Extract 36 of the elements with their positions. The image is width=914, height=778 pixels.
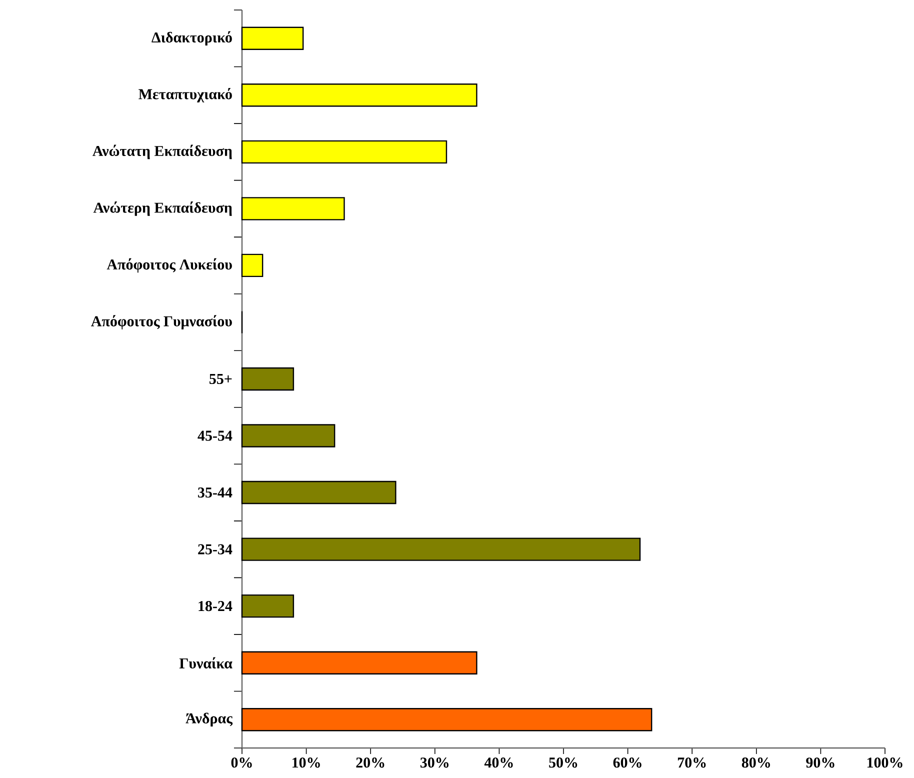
y-tick-label: 18-24 (198, 601, 232, 612)
x-tick-label: 0% (231, 758, 252, 768)
bar (241, 651, 478, 674)
bar (241, 254, 264, 278)
bar (241, 480, 396, 504)
y-tick-label: Μεταπτυχιακό (138, 88, 232, 102)
x-tick-label: 40% (484, 758, 513, 768)
x-tick-label: 20% (356, 758, 384, 768)
bar (241, 424, 336, 448)
y-tick-label: 35-44 (198, 488, 232, 498)
bar (241, 197, 345, 220)
x-tick-label: 90% (806, 758, 834, 768)
x-tick-label: 60% (613, 758, 642, 768)
y-tick-label: 25-34 (198, 544, 232, 554)
y-tick-label: Ανώτερη Εκπαίδευση (93, 202, 232, 216)
y-tick-label: Γυναίκα (179, 657, 232, 668)
y-tick-label: Απόφοιτος Λυκείου (106, 258, 232, 273)
y-tick-label: Διδακτορικό (152, 31, 232, 46)
x-tick-label: 80% (742, 758, 770, 768)
bar (241, 367, 294, 391)
y-tick-label: Ανώτατη Εκπαίδευση (92, 144, 232, 160)
x-tick-label: 30% (420, 758, 448, 768)
y-tick-label: Άνδρας (186, 712, 233, 726)
bar (241, 708, 652, 732)
x-tick-label: 100% (867, 758, 902, 768)
x-tick-label: 70% (678, 758, 706, 768)
bar (241, 538, 641, 561)
bar (241, 84, 478, 107)
x-tick-label: 50% (549, 758, 578, 768)
y-tick-label: 55+ (210, 374, 232, 384)
x-tick-label: 10% (292, 758, 320, 768)
bar (241, 140, 448, 164)
bar (241, 26, 304, 50)
y-tick-label: 45-54 (198, 430, 232, 441)
bar (241, 594, 294, 618)
y-tick-label: Απόφοιτος Γυμνασίου (91, 315, 232, 330)
